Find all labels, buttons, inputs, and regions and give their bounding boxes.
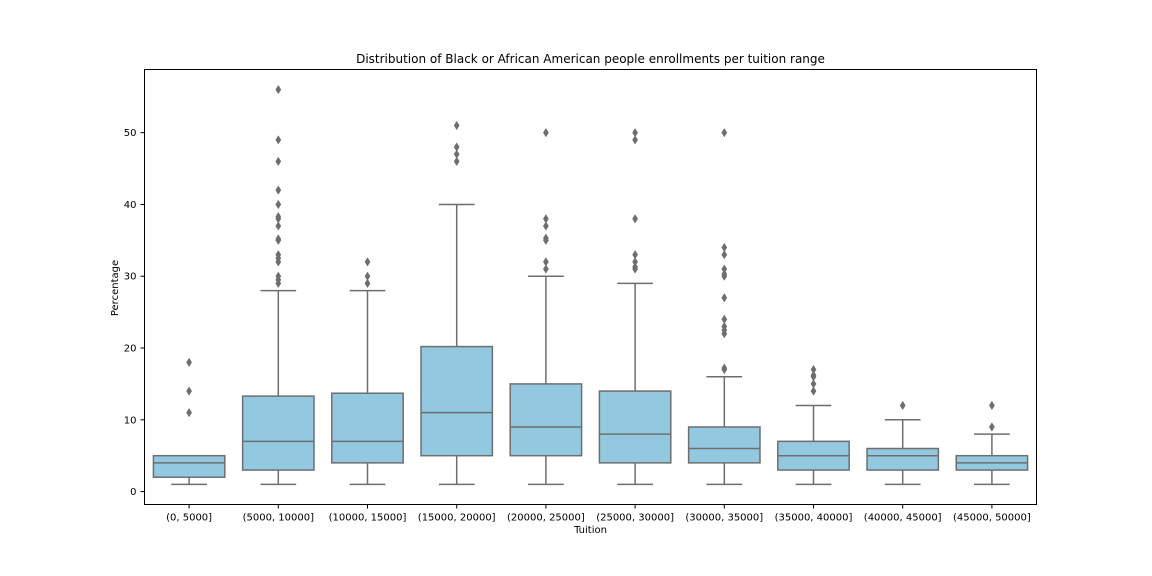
outlier-point: [543, 127, 549, 138]
outlier-point: [275, 234, 282, 244]
outlier-point: [721, 293, 728, 303]
y-tick-label: 50: [124, 128, 137, 139]
outlier-point: [632, 257, 638, 267]
iqr-box: [509, 383, 583, 457]
outlier-point: [721, 250, 728, 260]
outlier-point: [721, 264, 728, 274]
iqr-box: [152, 454, 226, 478]
outlier-point: [721, 242, 728, 253]
box-group: [777, 364, 850, 486]
outlier-point: [275, 199, 282, 210]
outlier-point: [275, 271, 282, 281]
outlier-point: [275, 185, 282, 195]
x-tick-label: (0, 5000]: [166, 513, 212, 524]
x-tick-label: (40000, 45000]: [864, 513, 942, 524]
box-group: [687, 127, 761, 486]
y-tick-label: 30: [124, 272, 137, 283]
outlier-point: [721, 314, 728, 324]
outlier-point: [810, 370, 817, 380]
outlier-point: [364, 257, 371, 267]
outlier-point: [453, 156, 460, 167]
outlier-point: [186, 386, 192, 396]
outlier-point: [721, 321, 728, 332]
outlier-point: [543, 214, 549, 224]
y-tick-label: 40: [124, 200, 137, 211]
outlier-point: [632, 127, 638, 138]
x-tick-label: (5000, 10000]: [243, 513, 315, 524]
outlier-point: [364, 271, 371, 281]
outlier-point: [721, 363, 728, 373]
x-axis: (0, 5000] (5000, 10000] (10000, 15000] (150…: [166, 504, 1031, 524]
iqr-box: [331, 392, 404, 464]
y-axis-label: Percentage: [110, 260, 121, 316]
x-axis-label: Tuition: [573, 525, 607, 536]
box-group: [331, 257, 404, 486]
outlier-point: [632, 135, 638, 145]
x-tick-label: (25000, 30000]: [596, 513, 674, 524]
y-tick-label: 10: [124, 415, 137, 426]
x-tick-label: (30000, 35000]: [685, 513, 763, 524]
box-group: [509, 127, 583, 486]
iqr-box: [598, 390, 672, 464]
outlier-point: [899, 400, 906, 411]
iqr-box: [687, 426, 761, 464]
outlier-point: [810, 364, 817, 375]
plot-area-frame: [144, 69, 1037, 505]
boxes-layer: [152, 84, 1029, 486]
outlier-point: [543, 264, 549, 274]
outlier-point: [275, 221, 282, 231]
outlier-point: [275, 156, 282, 167]
outlier-point: [810, 386, 817, 396]
box-group: [598, 127, 672, 486]
iqr-box: [420, 345, 494, 457]
outlier-point: [186, 407, 192, 418]
outlier-point: [543, 233, 549, 243]
outlier-point: [275, 84, 282, 95]
y-tick-label: 20: [124, 344, 137, 355]
outlier-point: [275, 211, 282, 222]
x-tick-label: (10000, 15000]: [329, 513, 407, 524]
outlier-point: [721, 269, 728, 279]
outlier-point: [186, 357, 192, 368]
outlier-point: [453, 120, 460, 131]
outlier-point: [275, 135, 282, 145]
chart-title: Distribution of Black or African America…: [356, 52, 825, 66]
box-group: [866, 400, 940, 486]
outlier-point: [632, 250, 638, 260]
outlier-point: [721, 127, 728, 138]
x-tick-label: (45000, 50000]: [953, 513, 1031, 524]
outlier-point: [453, 142, 460, 152]
outlier-point: [453, 149, 460, 159]
box-group: [241, 84, 315, 486]
box-group: [152, 357, 226, 486]
iqr-box: [866, 447, 940, 471]
outlier-point: [989, 422, 995, 432]
x-tick-label: (35000, 40000]: [775, 513, 853, 524]
outlier-point: [632, 214, 638, 224]
outlier-point: [810, 379, 817, 389]
y-axis: 0 10 20 30 40 50: [124, 128, 145, 498]
outlier-point: [543, 257, 549, 267]
y-tick-label: 0: [130, 487, 136, 498]
x-tick-label: (15000, 20000]: [418, 513, 496, 524]
outlier-point: [543, 221, 549, 231]
outlier-point: [275, 250, 282, 260]
x-tick-label: (20000, 25000]: [507, 513, 585, 524]
outlier-point: [989, 400, 995, 411]
iqr-box: [241, 395, 315, 471]
outlier-point: [632, 262, 638, 272]
outlier-point: [364, 278, 371, 289]
box-group: [420, 120, 494, 486]
box-group: [955, 400, 1029, 486]
